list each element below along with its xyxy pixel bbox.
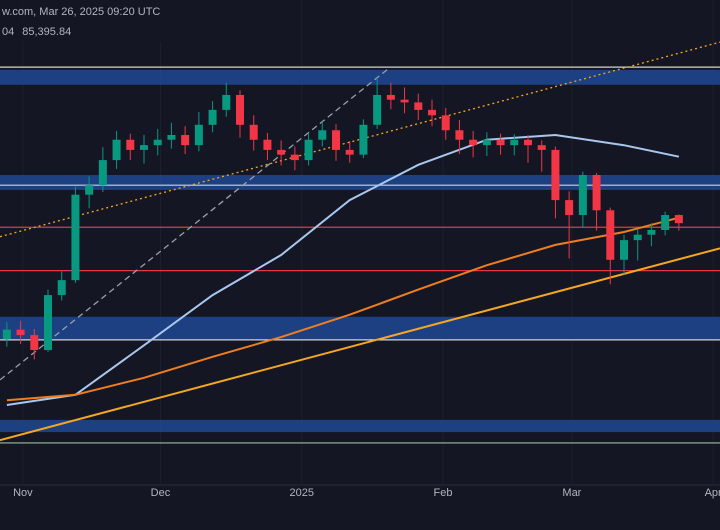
candle-body [85,185,94,195]
candle-body [304,139,313,161]
candle-body [606,210,615,260]
candle-body [620,240,628,260]
candle-body [57,280,66,296]
candle-body [441,115,450,131]
candle-body [661,215,670,230]
x-tick-label: Feb [433,487,452,499]
zone [0,419,720,433]
candle-body [153,139,162,146]
x-tick-label: Apr [705,487,720,499]
candle-body [592,175,601,211]
moving-average [6,133,680,406]
candle-body [181,134,190,146]
trendline [0,41,720,238]
candle-body [167,134,176,140]
candle-body [71,194,80,281]
candle-body [633,234,642,241]
candle-body [524,139,532,146]
candle-body [208,109,217,125]
candle-body [578,175,587,216]
candle-body [373,94,382,125]
candle-body [249,124,258,140]
indicator-value: 85,395.84 [22,26,71,38]
candle-body [290,154,299,161]
zone [0,69,720,85]
trendline [0,247,720,442]
candle-body [332,130,340,150]
moving-average [6,216,680,402]
candle-body [277,149,286,155]
candle-body [386,94,395,100]
candle-body [112,139,121,161]
candle-body [263,139,272,150]
candle-body [236,94,244,125]
candle-body [140,145,148,150]
header-bg [0,0,190,42]
candle-body [469,139,478,146]
candle-body [222,94,231,110]
zone [0,175,720,190]
candle-body [428,109,436,116]
candle-body [194,124,203,146]
candle-body [565,200,574,216]
candle-body [537,145,546,150]
candle-body [510,139,519,146]
candle-body [414,102,423,110]
indicator-value: 04 [2,26,14,38]
x-tick-label: 2025 [289,487,313,499]
candle-body [345,149,354,155]
candle-body [2,329,11,340]
candle-body [482,139,491,146]
candle-body [400,99,409,103]
x-tick-label: Dec [151,487,171,499]
x-tick-label: Mar [562,487,581,499]
candle-body [551,149,560,201]
candle-body [359,124,368,155]
chart-title: w.com, Mar 26, 2025 09:20 UTC [1,6,160,18]
candle-body [16,329,25,336]
candle-body [44,295,52,351]
zone [0,316,720,340]
candle-body [30,335,39,351]
x-tick-label: Nov [13,487,33,499]
candle-body [674,215,683,224]
candle-body [126,139,135,150]
candle-body [455,130,464,140]
candle-body [318,130,327,140]
candle-body [98,160,107,186]
candle-body [647,229,656,235]
candle-body [496,139,505,146]
trendline [0,67,390,381]
